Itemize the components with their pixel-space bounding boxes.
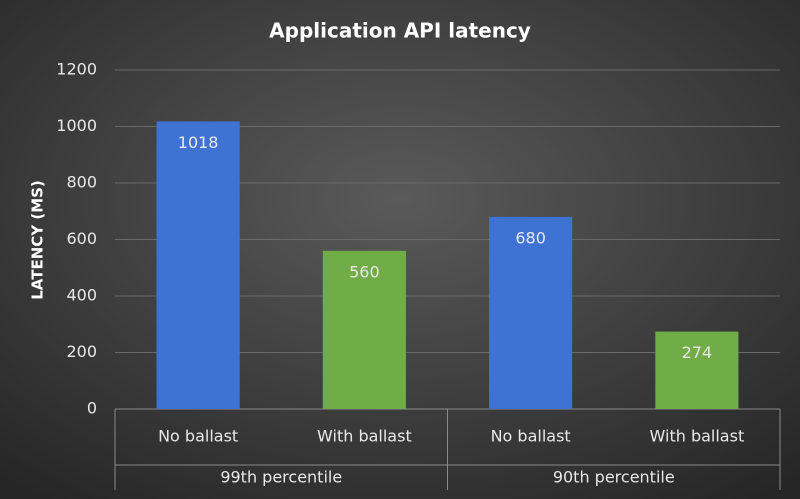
chart-title: Application API latency: [269, 19, 531, 43]
value-label: 1018: [178, 133, 219, 152]
x-tick-label: No ballast: [491, 427, 571, 446]
x-tick-label: No ballast: [158, 427, 238, 446]
bar: [156, 121, 240, 409]
bar: [489, 216, 573, 409]
y-tick-label: 1200: [56, 60, 97, 79]
y-tick-label: 600: [66, 229, 97, 248]
bar: [655, 331, 739, 409]
value-label: 680: [515, 228, 546, 247]
y-tick-label: 800: [66, 173, 97, 192]
y-tick-label: 200: [66, 342, 97, 361]
x-tick-label: With ballast: [317, 427, 412, 446]
value-label: 560: [349, 262, 380, 281]
y-tick-label: 400: [66, 286, 97, 305]
y-tick-label: 0: [87, 399, 97, 418]
group-label: 99th percentile: [220, 468, 342, 487]
y-axis-label: LATENCY (MS): [29, 180, 47, 300]
y-tick-label: 1000: [56, 116, 97, 135]
bar: [322, 250, 406, 409]
group-label: 90th percentile: [553, 468, 675, 487]
value-label: 274: [682, 343, 713, 362]
x-tick-label: With ballast: [650, 427, 745, 446]
